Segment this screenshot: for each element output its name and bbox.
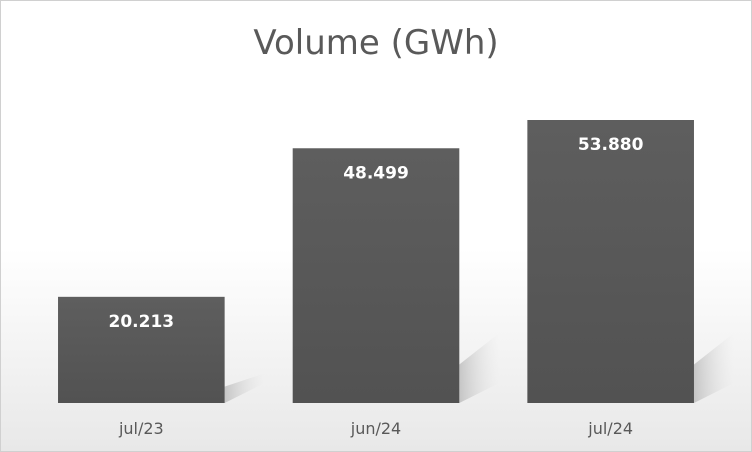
category-label: jun/24	[350, 419, 401, 438]
category-label: jul/23	[118, 419, 164, 438]
data-label: 20.213	[109, 312, 175, 332]
bar-shadow	[459, 333, 500, 403]
bars	[58, 120, 694, 403]
category-labels: jul/23 jun/24 jul/24	[118, 419, 633, 438]
bar-shadow	[693, 333, 734, 403]
bar-shadow	[224, 373, 265, 403]
data-label: 48.499	[343, 163, 409, 183]
bar-shadows	[224, 333, 734, 403]
value-labels: 20.213 48.499 53.880	[109, 135, 644, 332]
category-label: jul/24	[587, 419, 633, 438]
chart-title: Volume (GWh)	[253, 23, 498, 63]
bar-jun-24	[292, 148, 460, 403]
data-label: 53.880	[578, 135, 644, 155]
bar-jul-24	[527, 120, 694, 403]
bar-jul-23	[58, 296, 225, 403]
